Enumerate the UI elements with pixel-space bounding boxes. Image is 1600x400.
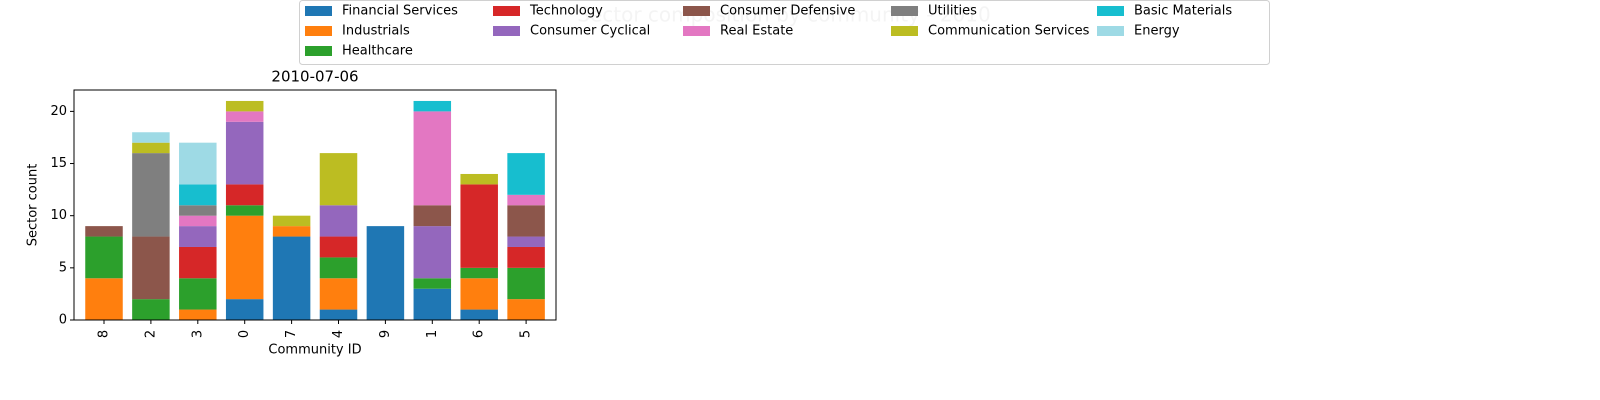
bar-segment xyxy=(460,309,498,320)
bar-segment xyxy=(319,153,358,206)
legend-label: Energy xyxy=(1134,24,1180,39)
bar-segment xyxy=(413,278,452,289)
bar-segment xyxy=(85,278,123,320)
bar-segment xyxy=(225,205,264,216)
bar-segment xyxy=(319,236,358,258)
bar-segment xyxy=(507,194,545,206)
bar-segment xyxy=(132,299,170,320)
bar-segment xyxy=(413,226,452,279)
legend-label: Basic Materials xyxy=(1134,4,1232,19)
bar-segment xyxy=(225,215,264,300)
legend-label: Utilities xyxy=(928,4,977,19)
legend-swatch xyxy=(1097,26,1124,36)
bar-segment xyxy=(413,205,452,227)
bar-segment xyxy=(319,257,358,279)
legend-swatch xyxy=(305,46,332,56)
x-tick-label: 2 xyxy=(143,330,158,338)
bar-segment xyxy=(319,309,358,320)
legend-swatch xyxy=(305,6,332,16)
bar-segment xyxy=(179,215,217,227)
bar-segment xyxy=(85,226,123,237)
bar-segment xyxy=(319,278,358,310)
bar-segment xyxy=(366,226,405,320)
legend-swatch xyxy=(891,6,918,16)
bar-segment xyxy=(413,288,452,320)
bar-segment xyxy=(507,299,545,320)
bar-segment xyxy=(507,267,545,300)
bar-segment xyxy=(319,205,358,237)
bar-segment xyxy=(179,246,217,279)
bar-segment xyxy=(225,299,264,320)
legend-label: Consumer Cyclical xyxy=(530,24,650,39)
legend-label: Communication Services xyxy=(928,24,1090,39)
legend-swatch xyxy=(305,26,332,36)
legend-swatch xyxy=(493,6,520,16)
x-tick-label: 6 xyxy=(472,330,487,338)
y-tick-label: 10 xyxy=(50,208,67,223)
y-tick-label: 15 xyxy=(50,156,67,171)
y-axis-label: Sector count xyxy=(26,164,41,247)
legend-label: Real Estate xyxy=(720,24,793,39)
bar-segment xyxy=(507,153,545,195)
bar-segment xyxy=(225,111,264,122)
x-tick-label: 1 xyxy=(425,330,440,338)
bar-segment xyxy=(225,121,264,185)
x-tick-label: 8 xyxy=(97,330,112,338)
x-tick-label: 0 xyxy=(237,330,252,338)
bar-segment xyxy=(460,278,498,310)
plot-frame xyxy=(73,89,557,321)
bar-segment xyxy=(179,226,217,247)
bar-segment xyxy=(507,236,545,247)
legend-label: Consumer Defensive xyxy=(720,4,855,19)
bar-segment xyxy=(507,246,545,268)
bar-segment xyxy=(460,184,498,268)
y-tick-label: 5 xyxy=(59,260,67,275)
x-tick-label: 3 xyxy=(190,330,205,338)
bar-segment xyxy=(272,226,311,237)
bar-segment xyxy=(132,236,170,300)
bar-segment xyxy=(460,173,498,185)
legend-label: Industrials xyxy=(342,24,410,39)
bar-segment xyxy=(132,153,170,237)
bar-segment xyxy=(179,278,217,310)
bar-segment xyxy=(179,142,217,185)
legend-swatch xyxy=(683,6,710,16)
bar-segment xyxy=(132,132,170,143)
x-tick-label: 5 xyxy=(519,330,534,338)
x-axis-label: Community ID xyxy=(268,343,361,358)
bar-segment xyxy=(507,205,545,237)
bar-segment xyxy=(413,100,452,112)
bar-segment xyxy=(460,267,498,279)
bar-segment xyxy=(179,205,217,216)
x-tick-label: 4 xyxy=(331,330,346,338)
legend-label: Financial Services xyxy=(342,4,458,19)
bar-segment xyxy=(225,100,264,112)
subplot-title: 2010-07-06 xyxy=(271,68,358,86)
legend-swatch xyxy=(493,26,520,36)
x-tick-label: 7 xyxy=(284,330,299,338)
bar-segment xyxy=(272,215,311,227)
bar-segment xyxy=(179,184,217,206)
bar-segment xyxy=(225,184,264,206)
bar-segment xyxy=(132,142,170,154)
legend-label: Healthcare xyxy=(342,44,413,59)
bar-segment xyxy=(85,236,123,279)
legend-swatch xyxy=(891,26,918,36)
legend-label: Technology xyxy=(529,4,603,19)
legend-swatch xyxy=(683,26,710,36)
bar-segment xyxy=(272,236,311,320)
legend-swatch xyxy=(1097,6,1124,16)
y-tick-label: 0 xyxy=(59,313,67,328)
bar-segment xyxy=(413,111,452,206)
y-tick-label: 20 xyxy=(50,104,67,119)
x-tick-label: 9 xyxy=(378,330,393,338)
bar-segment xyxy=(179,309,217,320)
legend-box xyxy=(299,0,1270,65)
